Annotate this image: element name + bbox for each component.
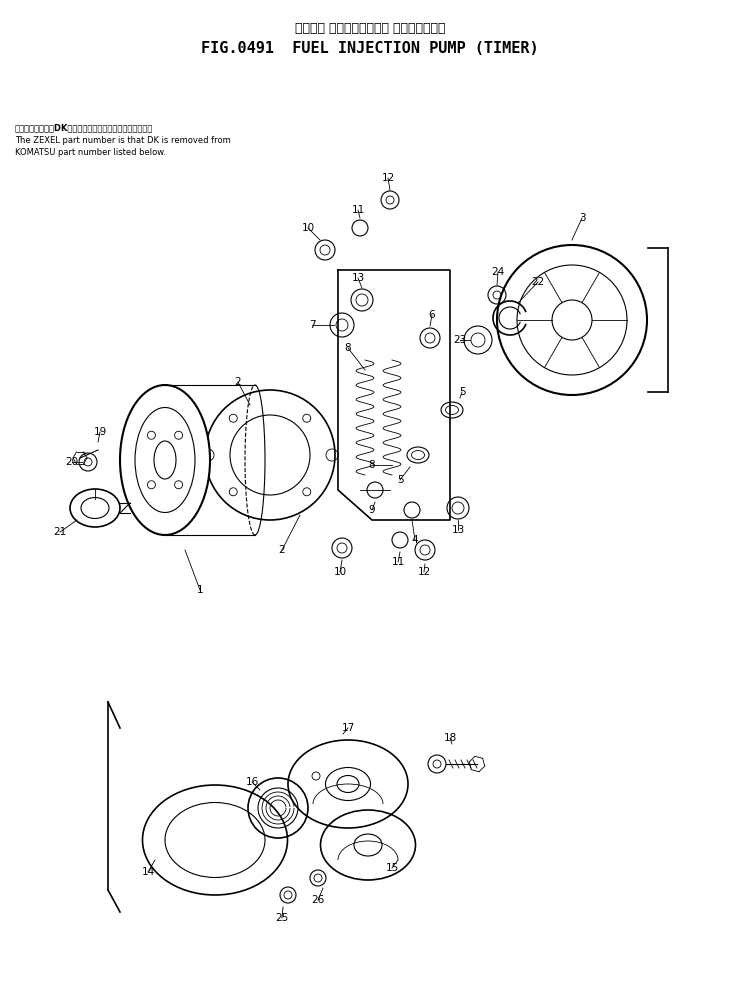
Text: 10: 10	[333, 567, 347, 577]
Text: 13: 13	[351, 273, 365, 283]
Text: The ZEXEL part number is that DK is removed from: The ZEXEL part number is that DK is remo…	[15, 136, 230, 144]
Text: 16: 16	[245, 777, 259, 787]
Text: 5: 5	[459, 387, 465, 397]
Text: 1: 1	[196, 585, 203, 595]
Text: 12: 12	[382, 173, 395, 183]
Text: 12: 12	[417, 567, 431, 577]
Text: 21: 21	[53, 527, 67, 537]
Text: 6: 6	[429, 310, 435, 320]
Text: 4: 4	[412, 535, 419, 545]
Ellipse shape	[120, 385, 210, 535]
Text: 13: 13	[451, 525, 465, 535]
Text: FIG.0491  FUEL INJECTION PUMP (TIMER): FIG.0491 FUEL INJECTION PUMP (TIMER)	[202, 40, 539, 56]
Text: 11: 11	[391, 557, 405, 567]
Text: 8: 8	[345, 343, 351, 353]
Text: 品番のメーカ指定DKを除いたものがゼクセルの品番です。: 品番のメーカ指定DKを除いたものがゼクセルの品番です。	[15, 124, 153, 133]
Circle shape	[497, 245, 647, 395]
Text: 22: 22	[531, 277, 545, 287]
Text: 24: 24	[491, 267, 505, 277]
Text: 14: 14	[142, 867, 155, 877]
Text: 5: 5	[396, 475, 403, 485]
Text: 11: 11	[351, 205, 365, 215]
Text: 25: 25	[276, 913, 289, 923]
Text: 17: 17	[342, 723, 355, 733]
Text: KOMATSU part number listed below.: KOMATSU part number listed below.	[15, 147, 166, 156]
Text: 2: 2	[279, 545, 285, 555]
Text: フゥエル インジェクション ポンプ　タイマ: フゥエル インジェクション ポンプ タイマ	[295, 22, 445, 34]
Text: 15: 15	[385, 863, 399, 873]
Text: 18: 18	[443, 733, 456, 743]
Text: 9: 9	[369, 505, 375, 515]
Text: 20: 20	[65, 457, 79, 467]
Text: 26: 26	[311, 895, 325, 905]
Text: 7: 7	[309, 320, 316, 330]
Text: 3: 3	[579, 213, 585, 223]
Text: 23: 23	[453, 335, 467, 345]
Text: 2: 2	[235, 377, 242, 387]
Text: 8: 8	[369, 460, 375, 470]
Text: 10: 10	[302, 223, 315, 233]
Text: 19: 19	[93, 427, 107, 437]
